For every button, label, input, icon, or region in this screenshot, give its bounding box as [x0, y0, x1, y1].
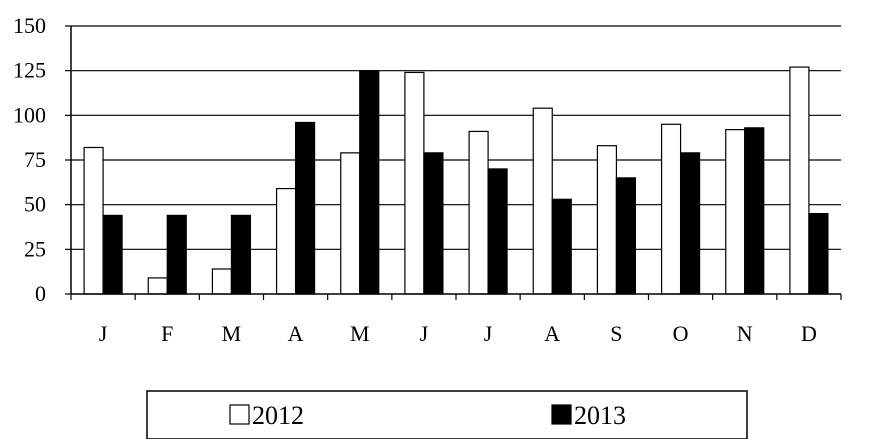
x-tick-label: A	[544, 321, 560, 346]
y-tick-label: 75	[24, 147, 46, 172]
bar-2012-8	[596, 145, 618, 295]
legend-swatch-2012	[229, 404, 250, 425]
bar-2013-6	[487, 168, 508, 295]
bar-2012-1	[147, 277, 168, 295]
bar-2012-5	[404, 71, 425, 295]
x-tick-label: M	[350, 321, 370, 346]
y-tick-label: 150	[13, 13, 46, 38]
bar-2013-8	[615, 177, 637, 295]
bar-2012-9	[660, 123, 682, 295]
bar-2012-10	[725, 129, 746, 295]
bar-2012-4	[340, 152, 361, 295]
bar-2013-9	[679, 152, 701, 295]
x-tick-label: D	[801, 321, 817, 346]
bar-2012-2	[211, 268, 233, 295]
bar-2013-2	[230, 214, 252, 295]
y-tick-labels: 0 25 50 75 100 125 150	[13, 13, 46, 306]
x-tick-label: J	[99, 321, 108, 346]
bar-2012-11	[789, 66, 810, 295]
x-tick-label: N	[737, 321, 753, 346]
bar-2012-7	[532, 107, 553, 295]
y-tick-label: 100	[13, 102, 46, 127]
bars	[83, 66, 829, 295]
bar-2013-4	[359, 70, 380, 295]
bar-2013-3	[294, 121, 316, 295]
x-tick-label: J	[420, 321, 429, 346]
x-tick-label: F	[161, 321, 173, 346]
x-tick-label: A	[288, 321, 304, 346]
legend: 2012 2013	[146, 390, 748, 439]
bar-2012-6	[468, 130, 489, 295]
bar-2012-0	[83, 146, 104, 295]
bar-2013-11	[808, 213, 829, 295]
y-tick-label: 125	[13, 58, 46, 83]
legend-swatch-2013	[551, 404, 572, 425]
axes	[65, 25, 842, 300]
bar-2013-10	[744, 127, 765, 295]
x-tick-label: J	[484, 321, 493, 346]
y-tick-label: 50	[24, 192, 46, 217]
x-tick-label: O	[673, 321, 689, 346]
y-tick-label: 25	[24, 236, 46, 261]
bar-2013-1	[166, 214, 187, 295]
y-tick-label: 0	[35, 281, 46, 306]
gridlines	[71, 25, 841, 250]
bar-2013-7	[551, 198, 572, 295]
x-tick-label: M	[222, 321, 242, 346]
bar-2013-5	[423, 152, 444, 295]
legend-label-2012: 2012	[252, 401, 304, 430]
legend-label-2013: 2013	[574, 401, 626, 430]
bar-2012-3	[275, 187, 297, 295]
bar-2013-0	[102, 214, 123, 295]
x-tick-label: S	[610, 321, 622, 346]
